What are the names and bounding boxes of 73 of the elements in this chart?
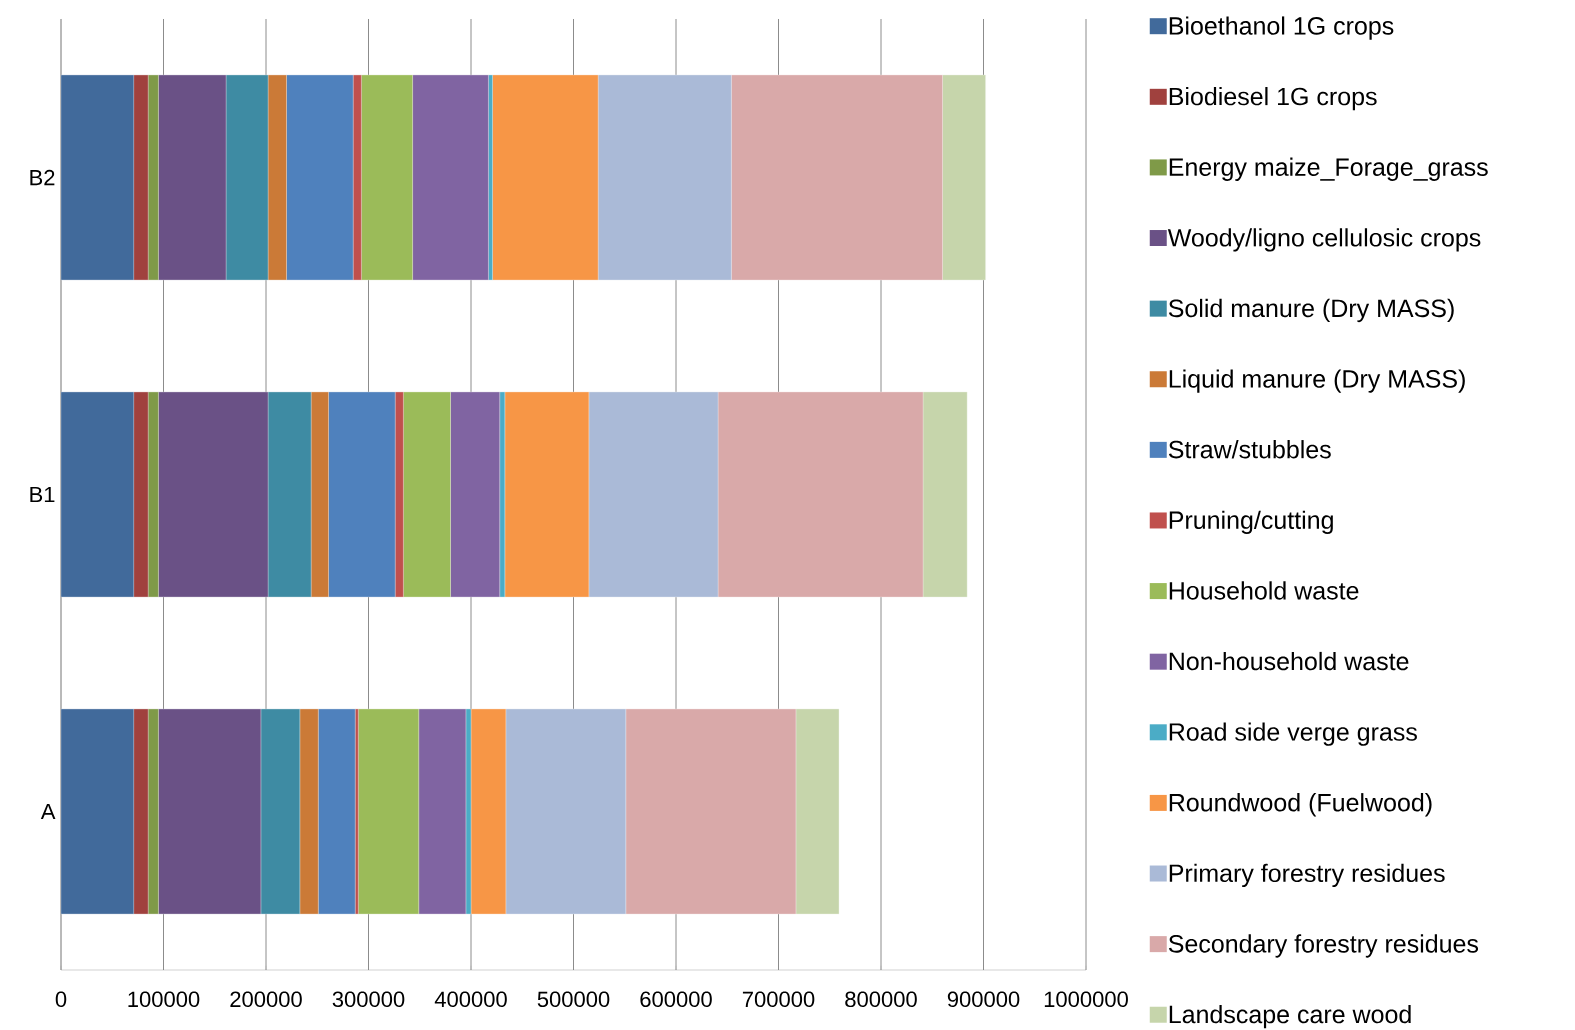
bar [922,391,968,598]
bar [795,708,840,915]
bar [260,708,301,915]
bar [470,708,507,915]
bar [358,708,419,915]
bar [286,74,354,281]
legend-label: Roundwood (Fuelwood) [1169,793,1432,817]
legend-label: Landscape care wood [1169,1004,1411,1029]
x-tick-label: 1000000 [1044,991,1128,1008]
x-tick-label: 100000 [128,991,200,1008]
bar [267,74,287,281]
y-tick-label: B1 [30,486,55,503]
bar [504,391,590,598]
legend-label: Straw/stubbles [1168,440,1331,459]
bar [731,74,943,281]
bar [147,74,159,281]
x-tick-label: 200000 [230,991,302,1008]
bar [412,74,489,281]
bar [158,74,227,281]
x-tick-label: 400000 [434,991,507,1008]
x-tick-label: 900000 [947,991,1020,1008]
x-tick-label: 600000 [640,991,712,1008]
bar [133,391,149,598]
bar [147,708,159,915]
bar [597,74,732,281]
legend-label: Primary forestry residues [1169,863,1445,888]
bar [158,708,262,915]
bar [352,74,362,281]
bar [588,391,719,598]
x-tick-label: 300000 [332,991,405,1008]
bar [505,708,626,915]
bar [267,391,312,598]
bar [450,391,500,598]
legend-label: Liquid manure (Dry MASS) [1169,369,1465,393]
legend-label: Solid manure (Dry MASS) [1168,298,1454,323]
legend-label: Woody/ligno cellulosic crops [1167,228,1481,252]
bar [625,708,797,915]
bar [225,74,269,281]
bar [492,74,599,281]
legend-label: Household waste [1169,581,1359,600]
bar [318,708,356,915]
bar [465,708,472,915]
legend-label: Biodiesel 1G crops [1169,87,1377,111]
x-tick-label: 500000 [537,991,610,1008]
bar [299,708,319,915]
bar [418,708,467,915]
bar [310,391,329,598]
bar [942,74,986,281]
legend-label: Road side verge grass [1169,722,1417,746]
legend-label: Pruning/cutting [1169,510,1333,534]
legend-label: Secondary forestry residues [1168,934,1479,958]
x-tick-label: 800000 [845,991,917,1008]
bar [133,708,149,915]
bar [361,74,413,281]
x-tick-label: 0 [55,991,67,1008]
x-tick-label: 700000 [742,991,815,1008]
bar [133,74,149,281]
bar [158,391,269,598]
legend-label: Non-household waste [1169,651,1409,671]
legend-label: Bioethanol 1G crops [1169,16,1394,40]
bar [488,74,493,281]
bar [328,391,396,598]
bar [61,74,134,281]
bar [61,708,134,915]
bar [717,391,924,598]
y-tick-label: B2 [30,169,55,186]
bar [394,391,404,598]
bar [61,391,134,598]
bar [147,391,159,598]
legend-label: Energy maize_Forage_grass [1169,157,1488,181]
bar [403,391,451,598]
bar [499,391,506,598]
y-tick-label: A [40,803,56,820]
